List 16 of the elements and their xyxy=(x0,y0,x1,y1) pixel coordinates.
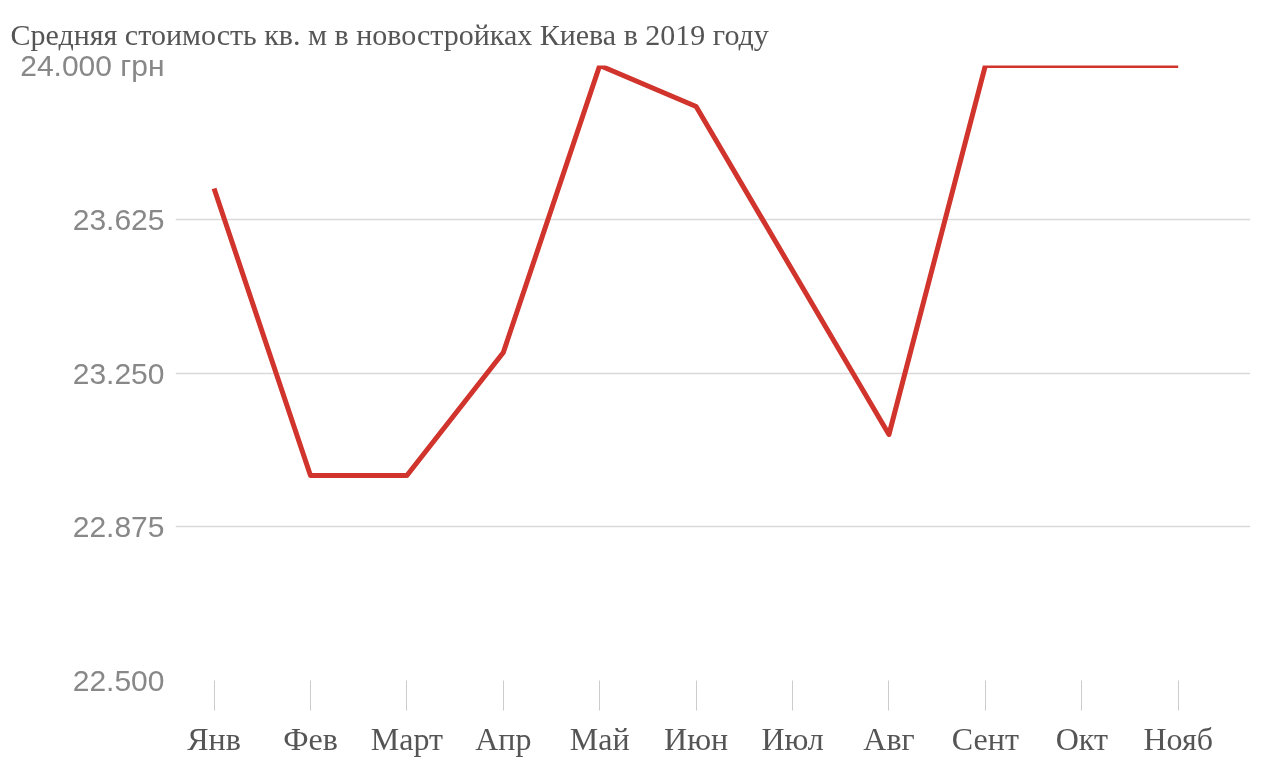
x-tick-label: Сент xyxy=(951,720,1019,757)
x-tick-label: Окт xyxy=(1055,720,1108,757)
y-tick-label: 22.875 xyxy=(72,510,165,544)
chart-title: Средняя стоимость кв. м в новостройках Киева в 2019 году xyxy=(10,17,769,51)
x-tick-label: Фев xyxy=(283,720,338,757)
x-tick-label: Июн xyxy=(664,720,729,757)
x-tick-label: Май xyxy=(569,720,630,757)
x-tick-label: Апр xyxy=(475,720,532,757)
x-tick-label: Июл xyxy=(761,720,824,757)
y-tick-label: 22.500 xyxy=(72,664,165,697)
x-tick-label: Март xyxy=(370,720,444,757)
x-tick-label: Нояб xyxy=(1143,720,1213,757)
x-tick-label: Янв xyxy=(187,720,241,757)
y-tick-label: 23.625 xyxy=(72,202,165,236)
x-tick-label: Авг xyxy=(863,720,915,757)
y-tick-label: 23.250 xyxy=(72,356,165,390)
